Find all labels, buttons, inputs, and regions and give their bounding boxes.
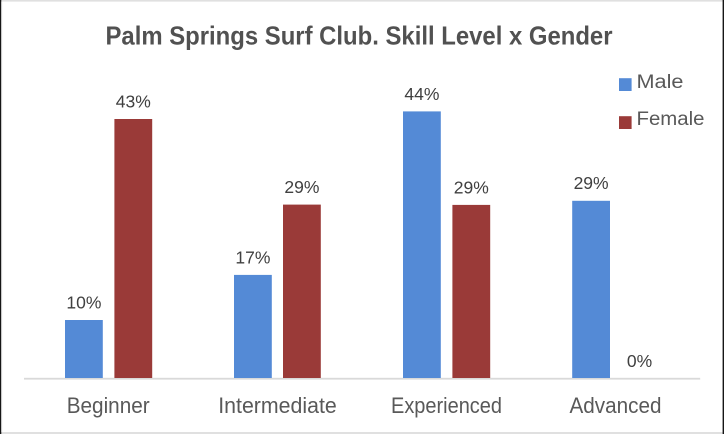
svg-text:Advanced: Advanced (570, 393, 662, 418)
svg-text:29%: 29% (574, 173, 609, 193)
svg-text:10%: 10% (66, 292, 101, 312)
svg-text:0%: 0% (627, 351, 652, 371)
svg-text:Female: Female (637, 109, 705, 130)
svg-text:43%: 43% (116, 91, 151, 111)
svg-text:Intermediate: Intermediate (218, 393, 337, 418)
svg-text:44%: 44% (404, 84, 439, 104)
svg-text:29%: 29% (454, 177, 489, 197)
svg-text:Palm Springs Surf Club. Skill: Palm Springs Surf Club. Skill Level x Ge… (106, 20, 613, 50)
svg-text:Male: Male (637, 72, 684, 93)
svg-text:Beginner: Beginner (67, 393, 150, 418)
svg-text:17%: 17% (235, 247, 270, 267)
svg-text:29%: 29% (284, 177, 319, 197)
svg-text:Experienced: Experienced (391, 393, 502, 418)
